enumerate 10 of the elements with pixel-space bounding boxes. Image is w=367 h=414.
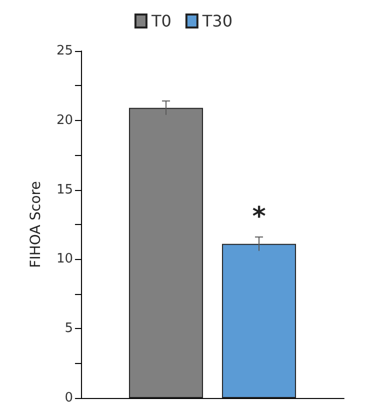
y-tick-label: 20 [56, 112, 73, 128]
y-tick-label: 5 [64, 321, 73, 336]
y-tick-label: 10 [56, 252, 73, 267]
legend-label: T30 [201, 12, 233, 30]
annotation: * [252, 202, 266, 232]
y-axis-title: FIHOA Score [28, 181, 44, 268]
y-tick-label: 15 [56, 182, 73, 198]
legend-label: T0 [150, 12, 172, 30]
y-tick-label: 0 [64, 390, 73, 406]
y-tick-label: 25 [56, 44, 73, 58]
